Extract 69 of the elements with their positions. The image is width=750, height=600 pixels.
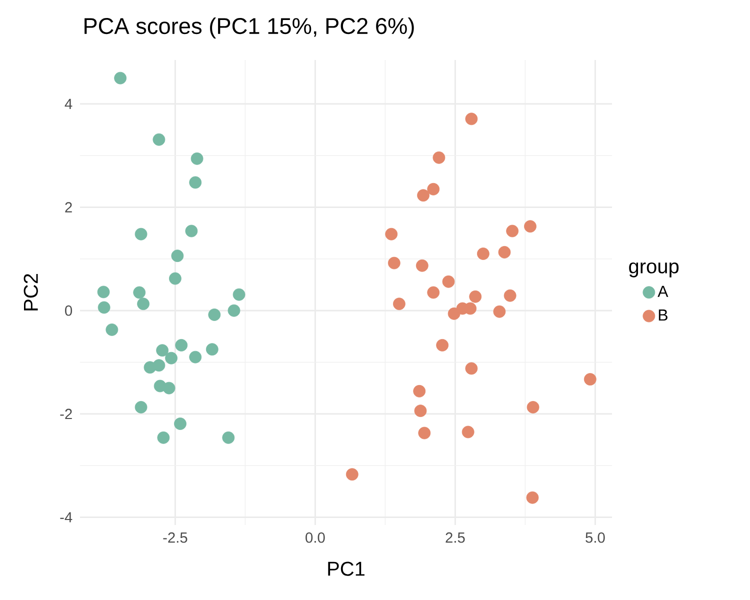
point: [417, 189, 430, 202]
point: [98, 301, 110, 314]
legend-label: B: [658, 310, 668, 321]
point: [190, 152, 204, 165]
y-tick-label: -2: [60, 408, 72, 420]
point: [414, 404, 427, 418]
point: [477, 248, 490, 260]
point: [222, 431, 235, 444]
point: [427, 182, 440, 196]
point: [114, 72, 127, 84]
point: [157, 431, 170, 444]
point: [137, 298, 150, 310]
point: [465, 112, 478, 126]
point: [442, 275, 455, 288]
point: [189, 176, 202, 189]
point: [206, 343, 218, 356]
point: [228, 304, 240, 317]
point: [432, 151, 446, 164]
legend-label: A: [658, 286, 668, 297]
point: [388, 256, 400, 270]
point: [208, 308, 221, 321]
point: [493, 305, 506, 318]
point: [498, 246, 511, 258]
x-tick-label: 5.0: [586, 532, 605, 543]
point: [232, 288, 246, 301]
point: [346, 468, 358, 481]
point: [418, 426, 431, 440]
x-tick-label: 2.5: [446, 532, 465, 543]
chart-title: PCA scores (PC1 15%, PC2 6%): [84, 17, 414, 39]
y-tick-label: 2: [65, 202, 72, 212]
y-tick-label: 4: [64, 98, 72, 109]
point: [526, 491, 539, 504]
point: [427, 286, 440, 299]
point: [504, 289, 516, 302]
point: [413, 384, 426, 398]
point: [189, 350, 202, 364]
point: [393, 298, 406, 310]
point: [185, 224, 198, 238]
point: [465, 362, 478, 375]
point: [162, 382, 176, 394]
y-axis-title: PC2: [24, 274, 38, 310]
point: [165, 352, 178, 364]
point: [526, 401, 540, 414]
point: [175, 339, 188, 352]
point: [106, 324, 118, 336]
point: [385, 228, 398, 240]
point: [524, 220, 536, 233]
point: [436, 339, 449, 352]
point: [152, 359, 166, 372]
y-tick-label: -4: [60, 512, 72, 522]
point: [169, 272, 182, 285]
point: [171, 250, 184, 262]
x-tick-label: -2.5: [163, 532, 188, 543]
point: [174, 418, 186, 430]
point: [469, 290, 482, 303]
point: [134, 228, 148, 240]
x-tick-label: 0.0: [306, 532, 325, 543]
legend-title: group: [629, 262, 679, 278]
y-tick-label: 0: [65, 305, 72, 316]
point: [506, 224, 519, 238]
point: [462, 426, 474, 438]
point: [156, 344, 169, 357]
point: [134, 401, 148, 414]
x-axis-title: PC1: [328, 562, 364, 576]
point: [584, 373, 596, 386]
point: [152, 133, 166, 146]
point: [97, 286, 110, 298]
point: [133, 286, 146, 299]
point: [416, 259, 428, 272]
